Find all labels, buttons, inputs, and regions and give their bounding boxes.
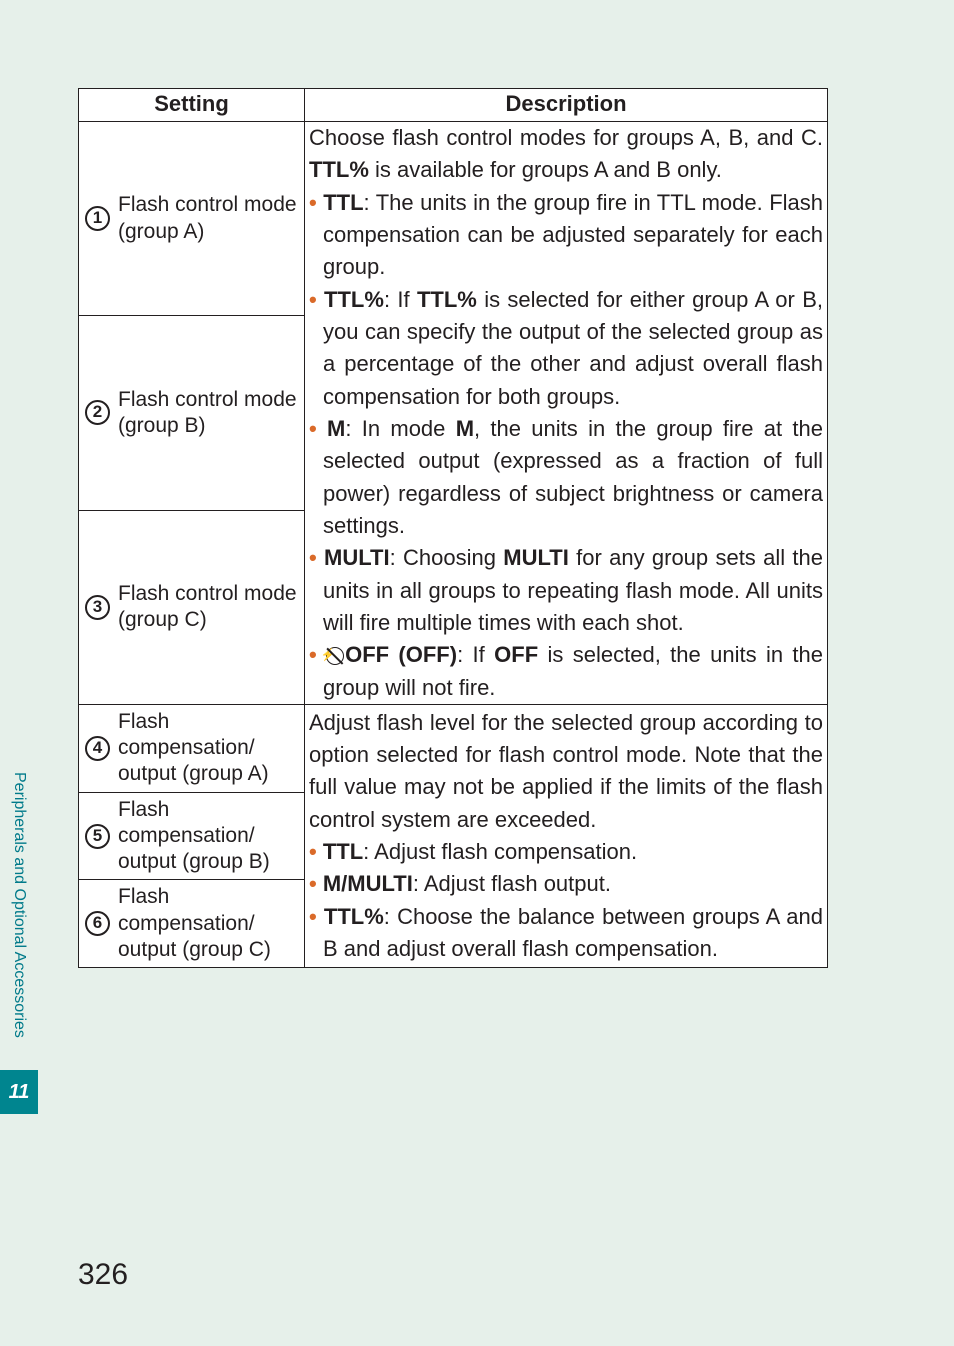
col-header-setting: Setting [79,89,305,122]
desc-intro: Adjust flash level for the selected grou… [309,707,823,836]
desc-bullet-ttlp: • TTL%: Choose the balance between group… [309,901,823,966]
setting-cell-2: 2 Flash control mode (group B) [79,316,305,510]
setting-cell-5: 5 Flash compensation/ output (group B) [79,792,305,880]
item-number-icon: 6 [85,911,110,936]
setting-label: Flash control mode (group A) [118,192,297,245]
desc-bullet-off: • OFF (OFF): If OFF is selected, the uni… [309,639,823,704]
setting-cell-4: 4 Flash compensation/ output (group A) [79,704,305,792]
item-number-icon: 4 [85,736,110,761]
flash-off-icon [326,647,344,665]
item-number-icon: 1 [85,206,110,231]
table-header-row: Setting Description [79,89,828,122]
setting-label: Flash compensation/ output (group C) [118,884,298,963]
setting-cell-1: 1 Flash control mode (group A) [79,122,305,316]
table-row: 4 Flash compensation/ output (group A) A… [79,704,828,792]
description-cell-output: Adjust flash level for the selected grou… [305,704,828,967]
desc-bullet-ttl: • TTL: The units in the group fire in TT… [309,187,823,284]
page-content: Setting Description 1 Flash control mode… [78,88,828,968]
desc-bullet-ttlp: • TTL%: If TTL% is selected for either g… [309,284,823,413]
setting-cell-3: 3 Flash control mode (group C) [79,510,305,704]
item-number-icon: 2 [85,400,110,425]
side-tab-section: Peripherals and Optional Accessories [0,740,38,1070]
setting-cell-6: 6 Flash compensation/ output (group C) [79,880,305,968]
page-number: 326 [78,1258,128,1292]
setting-label: Flash compensation/ output (group B) [118,797,298,876]
item-number-icon: 5 [85,824,110,849]
desc-intro: Choose flash control modes for groups A,… [309,122,823,187]
side-tab-chapter: 11 [0,1070,38,1114]
col-header-description: Description [305,89,828,122]
item-number-icon: 3 [85,595,110,620]
settings-table: Setting Description 1 Flash control mode… [78,88,828,968]
setting-label: Flash control mode (group C) [118,581,297,634]
setting-label: Flash control mode (group B) [118,387,297,440]
table-row: 1 Flash control mode (group A) Choose fl… [79,122,828,316]
desc-bullet-m: • M: In mode M, the units in the group f… [309,413,823,542]
desc-bullet-mmulti: • M/MULTI: Adjust flash output. [309,868,823,900]
setting-label: Flash compensation/ output (group A) [118,709,298,788]
description-cell-modes: Choose flash control modes for groups A,… [305,122,828,705]
desc-bullet-ttl: • TTL: Adjust flash compensation. [309,836,823,868]
desc-bullet-multi: • MULTI: Choosing MULTI for any group se… [309,542,823,639]
